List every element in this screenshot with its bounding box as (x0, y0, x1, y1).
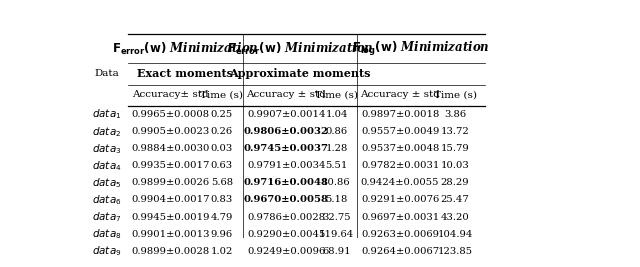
Text: 3.86: 3.86 (444, 110, 466, 119)
Text: 0.9945±0.0019: 0.9945±0.0019 (131, 213, 210, 222)
Text: Approximate moments: Approximate moments (229, 68, 371, 79)
Text: 15.79: 15.79 (441, 144, 470, 153)
Text: 0.9884±0.0030: 0.9884±0.0030 (131, 144, 210, 153)
Text: Time (s): Time (s) (200, 90, 243, 99)
Text: 0.9745±0.0037: 0.9745±0.0037 (244, 144, 328, 153)
Text: $data_6$: $data_6$ (92, 193, 121, 207)
Text: 0.9904±0.0017: 0.9904±0.0017 (131, 195, 210, 205)
Text: 13.72: 13.72 (441, 127, 470, 136)
Text: Accuracy ± std: Accuracy ± std (246, 90, 326, 99)
Text: $data_5$: $data_5$ (92, 176, 121, 190)
Text: 4.79: 4.79 (211, 213, 233, 222)
Text: 0.25: 0.25 (211, 110, 233, 119)
Text: 0.9557±0.0049: 0.9557±0.0049 (361, 127, 439, 136)
Text: 0.9897±0.0018: 0.9897±0.0018 (361, 110, 439, 119)
Text: Data: Data (94, 69, 119, 78)
Text: Time (s): Time (s) (315, 90, 358, 99)
Text: 0.9935±0.0017: 0.9935±0.0017 (131, 161, 210, 170)
Text: 0.9901±0.0013: 0.9901±0.0013 (131, 230, 210, 239)
Text: 123.85: 123.85 (438, 247, 473, 256)
Text: 0.9249±0.0096: 0.9249±0.0096 (247, 247, 325, 256)
Text: 1.02: 1.02 (211, 247, 233, 256)
Text: 0.9291±0.0076: 0.9291±0.0076 (361, 195, 439, 205)
Text: Accuracy± std: Accuracy± std (132, 90, 209, 99)
Text: Time (s): Time (s) (434, 90, 477, 99)
Text: 119.64: 119.64 (319, 230, 354, 239)
Text: 43.20: 43.20 (441, 213, 470, 222)
Text: Exact moments: Exact moments (138, 68, 234, 79)
Text: 0.63: 0.63 (211, 161, 233, 170)
Text: $\mathbf{F}_{\mathbf{error}}\mathbf{(w)}$ Minimization: $\mathbf{F}_{\mathbf{error}}\mathbf{(w)}… (227, 41, 374, 57)
Text: 10.86: 10.86 (322, 178, 351, 187)
Text: $data_3$: $data_3$ (92, 142, 121, 156)
Text: 1.04: 1.04 (325, 110, 348, 119)
Text: $data_9$: $data_9$ (92, 244, 121, 258)
Text: $\mathbf{F}_{\mathbf{error}}\mathbf{(w)}$ Minimization: $\mathbf{F}_{\mathbf{error}}\mathbf{(w)}… (112, 41, 259, 57)
Text: 0.83: 0.83 (211, 195, 233, 205)
Text: $data_1$: $data_1$ (92, 108, 121, 121)
Text: 0.03: 0.03 (211, 144, 233, 153)
Text: 0.9263±0.0069: 0.9263±0.0069 (361, 230, 439, 239)
Text: 0.86: 0.86 (326, 127, 348, 136)
Text: 0.9791±0.0034: 0.9791±0.0034 (247, 161, 325, 170)
Text: 25.47: 25.47 (441, 195, 470, 205)
Text: 0.9424±0.0055: 0.9424±0.0055 (361, 178, 439, 187)
Text: 0.9899±0.0026: 0.9899±0.0026 (132, 178, 210, 187)
Text: 0.9264±0.0067: 0.9264±0.0067 (361, 247, 439, 256)
Text: $data_4$: $data_4$ (92, 159, 121, 173)
Text: 10.03: 10.03 (441, 161, 470, 170)
Text: $data_8$: $data_8$ (92, 227, 121, 241)
Text: 32.75: 32.75 (322, 213, 351, 222)
Text: 0.9697±0.0031: 0.9697±0.0031 (361, 213, 439, 222)
Text: $data_7$: $data_7$ (92, 210, 121, 224)
Text: 9.96: 9.96 (211, 230, 233, 239)
Text: $\mathbf{F}_{\mathbf{log}}\mathbf{(w)}$ Minimization: $\mathbf{F}_{\mathbf{log}}\mathbf{(w)}$ … (352, 40, 490, 58)
Text: 5.51: 5.51 (325, 161, 348, 170)
Text: 5.68: 5.68 (211, 178, 233, 187)
Text: 28.29: 28.29 (441, 178, 469, 187)
Text: Accuracy ± std: Accuracy ± std (360, 90, 440, 99)
Text: 1.28: 1.28 (325, 144, 348, 153)
Text: 0.9290±0.0045: 0.9290±0.0045 (247, 230, 325, 239)
Text: 0.9965±0.0008: 0.9965±0.0008 (132, 110, 210, 119)
Text: 104.94: 104.94 (437, 230, 473, 239)
Text: 0.9907±0.0014: 0.9907±0.0014 (247, 110, 325, 119)
Text: 5.18: 5.18 (325, 195, 348, 205)
Text: 0.26: 0.26 (211, 127, 233, 136)
Text: 0.9782±0.0031: 0.9782±0.0031 (361, 161, 439, 170)
Text: 0.9899±0.0028: 0.9899±0.0028 (132, 247, 210, 256)
Text: 0.9716±0.0048: 0.9716±0.0048 (244, 178, 328, 187)
Text: 0.9786±0.0028: 0.9786±0.0028 (247, 213, 325, 222)
Text: 0.9905±0.0023: 0.9905±0.0023 (132, 127, 210, 136)
Text: $data_2$: $data_2$ (92, 125, 121, 139)
Text: 68.91: 68.91 (322, 247, 351, 256)
Text: 0.9806±0.0032: 0.9806±0.0032 (244, 127, 328, 136)
Text: 0.9670±0.0058: 0.9670±0.0058 (244, 195, 328, 205)
Text: 0.9537±0.0048: 0.9537±0.0048 (361, 144, 439, 153)
